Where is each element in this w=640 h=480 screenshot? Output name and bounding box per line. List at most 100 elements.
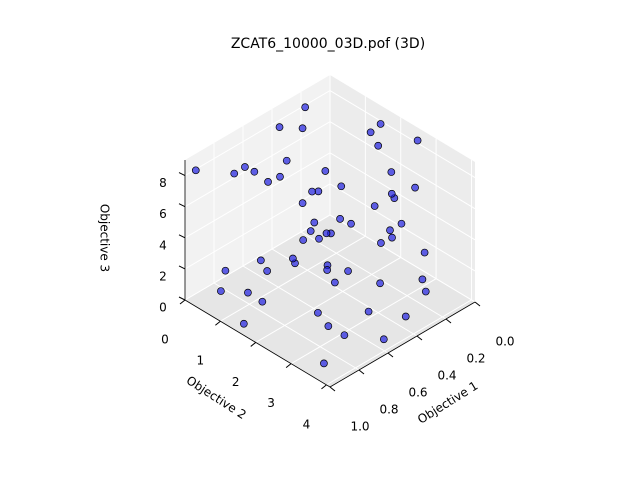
- point: [230, 169, 239, 178]
- point: [241, 163, 249, 171]
- tick-mark: [178, 172, 186, 177]
- y-tick-label: 4: [303, 417, 311, 431]
- axis-line: [329, 301, 476, 388]
- point: [244, 288, 252, 297]
- point: [411, 183, 419, 192]
- tick-mark: [178, 265, 186, 270]
- tick-mark: [445, 318, 452, 324]
- y-tick-label: 1: [197, 354, 205, 368]
- z-tick-label: 0: [159, 301, 167, 315]
- point: [413, 136, 422, 145]
- y-tick-label: 0: [161, 333, 169, 347]
- pane-wall: [185, 75, 330, 300]
- point: [321, 167, 330, 175]
- point: [323, 266, 332, 274]
- point: [340, 331, 349, 340]
- point: [347, 219, 355, 228]
- tick-mark: [321, 384, 327, 390]
- x-tick-label: 0.2: [466, 352, 485, 366]
- point: [401, 312, 410, 321]
- tick-mark: [178, 234, 186, 239]
- point: [310, 218, 319, 227]
- point: [322, 229, 331, 238]
- point: [344, 267, 352, 275]
- y-tick-label: 3: [267, 396, 275, 410]
- point: [275, 123, 284, 131]
- point: [376, 279, 384, 288]
- point: [397, 219, 406, 228]
- point: [308, 187, 316, 196]
- tick-mark: [474, 301, 481, 307]
- point: [257, 256, 265, 265]
- point: [387, 189, 396, 198]
- point: [298, 199, 307, 207]
- tick-mark: [178, 296, 186, 301]
- tick-mark: [179, 299, 186, 305]
- tick-mark: [178, 203, 186, 208]
- x-tick-label: 0.8: [379, 403, 398, 417]
- point: [264, 178, 272, 186]
- point: [258, 297, 267, 306]
- grid-line: [184, 89, 476, 178]
- point: [421, 287, 430, 296]
- point: [263, 267, 272, 275]
- point: [221, 266, 230, 275]
- point: [191, 166, 200, 175]
- tick-mark: [358, 369, 365, 375]
- point: [387, 168, 396, 176]
- point: [324, 322, 333, 330]
- grid-line: [184, 152, 476, 241]
- point: [282, 156, 291, 165]
- z-axis-label: Objective 3: [98, 204, 112, 272]
- point: [337, 182, 346, 191]
- point: [366, 128, 375, 137]
- point: [330, 278, 339, 287]
- axis-line: [184, 299, 331, 388]
- tick-mark: [215, 320, 221, 326]
- z-tick-label: 2: [159, 269, 167, 283]
- x-tick-label: 0.0: [495, 335, 514, 349]
- point: [418, 275, 427, 284]
- point: [376, 120, 385, 128]
- point: [374, 141, 383, 150]
- grid-line: [184, 183, 476, 272]
- grid-line: [184, 214, 476, 303]
- point: [379, 335, 388, 344]
- point: [276, 172, 284, 181]
- point: [289, 254, 297, 263]
- chart-title: ZCAT6_10000_03D.pof (3D): [231, 36, 425, 52]
- x-tick-label: 0.4: [437, 369, 456, 383]
- point: [315, 234, 323, 243]
- x-tick-label: 0.6: [408, 386, 427, 400]
- point: [377, 239, 385, 247]
- tick-mark: [285, 363, 292, 369]
- x-tick-label: 1.0: [350, 420, 369, 434]
- point: [320, 359, 328, 368]
- point: [388, 233, 396, 242]
- tick-mark: [250, 342, 257, 347]
- point: [314, 187, 323, 196]
- point: [306, 227, 315, 235]
- point: [420, 248, 429, 257]
- tick-mark: [416, 335, 423, 341]
- z-tick-label: 4: [159, 238, 167, 252]
- z-tick-label: 6: [159, 207, 167, 221]
- grid-line: [184, 121, 476, 210]
- point: [364, 307, 373, 316]
- y-tick-label: 2: [232, 375, 240, 389]
- point: [386, 226, 394, 235]
- pane-wall: [330, 75, 475, 302]
- tick-mark: [329, 386, 336, 392]
- point: [250, 167, 259, 176]
- point: [336, 214, 344, 223]
- point: [314, 308, 322, 317]
- point: [370, 202, 379, 210]
- point: [298, 124, 307, 133]
- point: [301, 103, 310, 112]
- point: [239, 319, 248, 328]
- tick-mark: [387, 352, 394, 358]
- point: [217, 287, 225, 295]
- z-tick-label: 8: [159, 176, 167, 190]
- point: [299, 236, 308, 244]
